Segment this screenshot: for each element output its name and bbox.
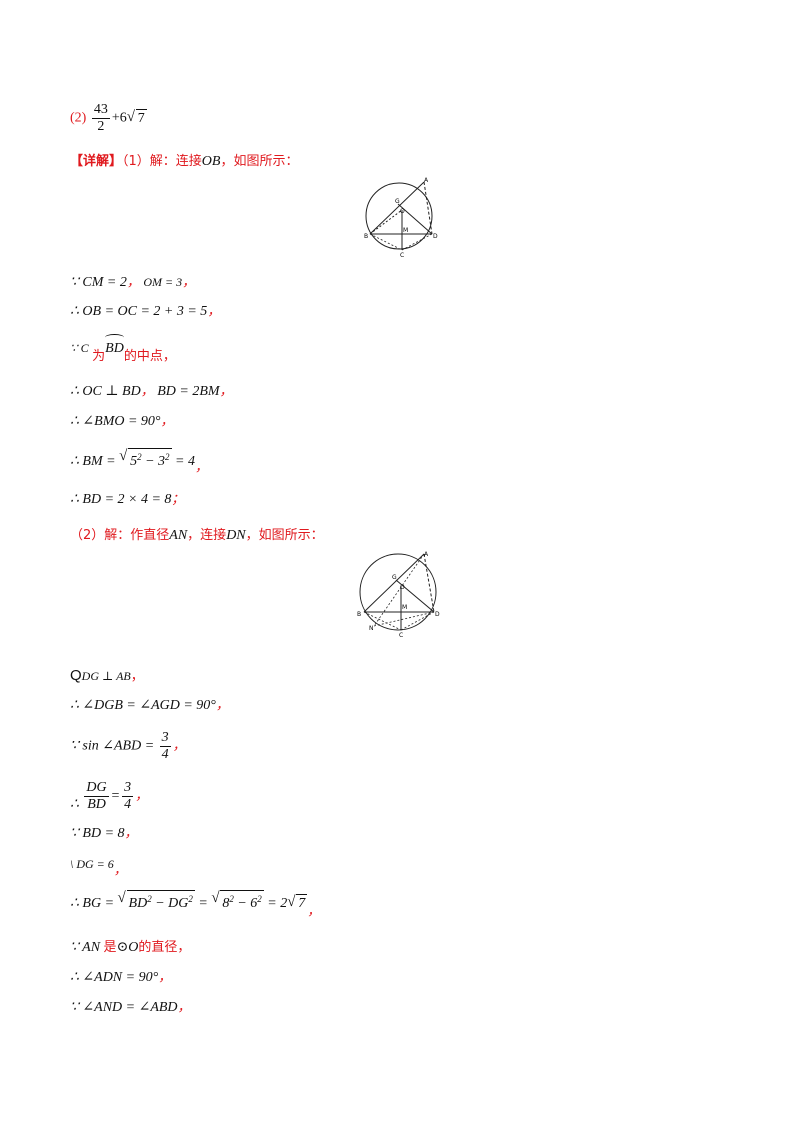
line-oc-perp-bd: ∴ OC ⊥ BD， BD = 2BM， (70, 384, 233, 399)
geometry-figure-1: A G O M B D C (364, 177, 438, 259)
line-angle-bmo: ∴ ∠BMO = 90°， (70, 414, 174, 429)
line-c-midpoint: ∵ C 为BD的中点， (70, 334, 176, 364)
answer-2-fraction: 43 2 (91, 102, 110, 134)
line-angle-adn: ∴ ∠ADN = 90°， (70, 970, 172, 985)
geometry-figure-2: A G O M B D N C (357, 551, 440, 639)
fig2-label-a: A (424, 551, 429, 558)
line-sin-abd: ∵ sin ∠ABD = 3 4， (70, 730, 186, 762)
line-dg-perp-ab: QDG ⊥ AB， (70, 667, 144, 684)
fig1-label-m: M (403, 227, 408, 234)
fig1-label-o: O (400, 208, 405, 215)
fig2-label-c: C (399, 632, 403, 639)
fig1-label-d: D (433, 233, 438, 240)
fig2-label-b: B (357, 611, 361, 618)
answer-2-sqrt: 7 (127, 107, 147, 129)
detail-tag: 【详解】 (70, 154, 123, 169)
line-ob-oc: ∴ OB = OC = 2 + 3 = 5， (70, 304, 221, 319)
answer-2: (2) 43 2 +67 (70, 102, 147, 135)
line-bm: ∴ BM = 52 − 32 = 4， (70, 446, 208, 475)
line-bd-8: ∵ BD = 8， (70, 826, 138, 841)
line-cm-om: ∵ CM = 2， OM = 3， (70, 275, 196, 290)
line-dg-over-bd: ∴ DG BD = 3 4， (70, 780, 149, 812)
part2-heading: （2）解：作直径AN，连接DN，如图所示： (70, 528, 324, 543)
line-bg: ∴ BG = BD2 − DG2 = 82 − 62 = 27， (70, 888, 320, 919)
line-angle-dgb: ∴ ∠DGB = ∠AGD = 90°， (70, 698, 229, 713)
line-angle-and: ∵ ∠AND = ∠ABD， (70, 1000, 191, 1015)
line-dg-6: \ DG = 6， (70, 857, 127, 878)
detail-heading: 【详解】（1）解：连接OB，如图所示： (70, 154, 299, 169)
fig1-label-a: A (424, 177, 429, 184)
line-an-diameter: ∵ AN 是⊙O的直径， (70, 940, 191, 955)
fig2-label-n: N (369, 625, 374, 632)
line-bd: ∴ BD = 2 × 4 = 8； (70, 492, 185, 507)
fig2-label-g: G (392, 574, 397, 581)
fig1-label-g: G (395, 198, 400, 205)
fig2-label-m: M (402, 604, 407, 611)
fig1-label-c: C (400, 252, 404, 259)
answer-2-label: (2) (70, 110, 87, 126)
arc-bd: BD (105, 334, 124, 359)
fig2-label-o: O (400, 584, 405, 591)
fig2-label-d: D (435, 611, 440, 618)
fig1-label-b: B (364, 233, 368, 240)
